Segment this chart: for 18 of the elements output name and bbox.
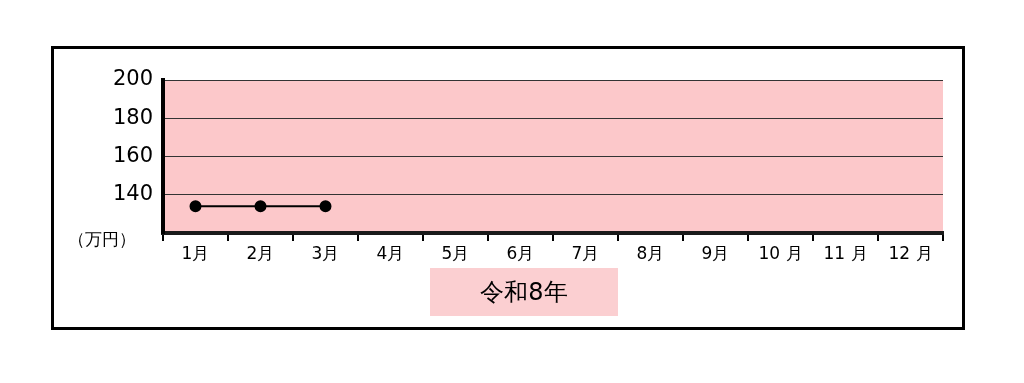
x-tick-label: 5月 [441, 242, 470, 263]
x-tick-label: 4月 [376, 242, 405, 263]
x-tick-label: 9月 [701, 242, 730, 263]
x-tick-label: 8月 [636, 242, 665, 263]
x-tick-label: 1月 [181, 242, 210, 263]
x-tick-label: 12 月 [888, 242, 933, 263]
y-tick-label: 200 [112, 66, 153, 91]
y-tick-label: 180 [112, 104, 153, 129]
y-tick-label: 160 [112, 142, 153, 167]
x-tick-label: 2月 [246, 242, 275, 263]
x-tick-label: 10 月 [758, 242, 803, 263]
x-tick-label: 3月 [311, 242, 340, 263]
x-tick-label: 7月 [571, 242, 600, 263]
y-tick-label: 140 [112, 181, 153, 206]
x-tick-label: 11 月 [823, 242, 868, 263]
y-axis-title: （万円） [68, 228, 136, 251]
x-axis-title: 令和8年 [430, 268, 618, 316]
x-tick-label: 6月 [506, 242, 535, 263]
